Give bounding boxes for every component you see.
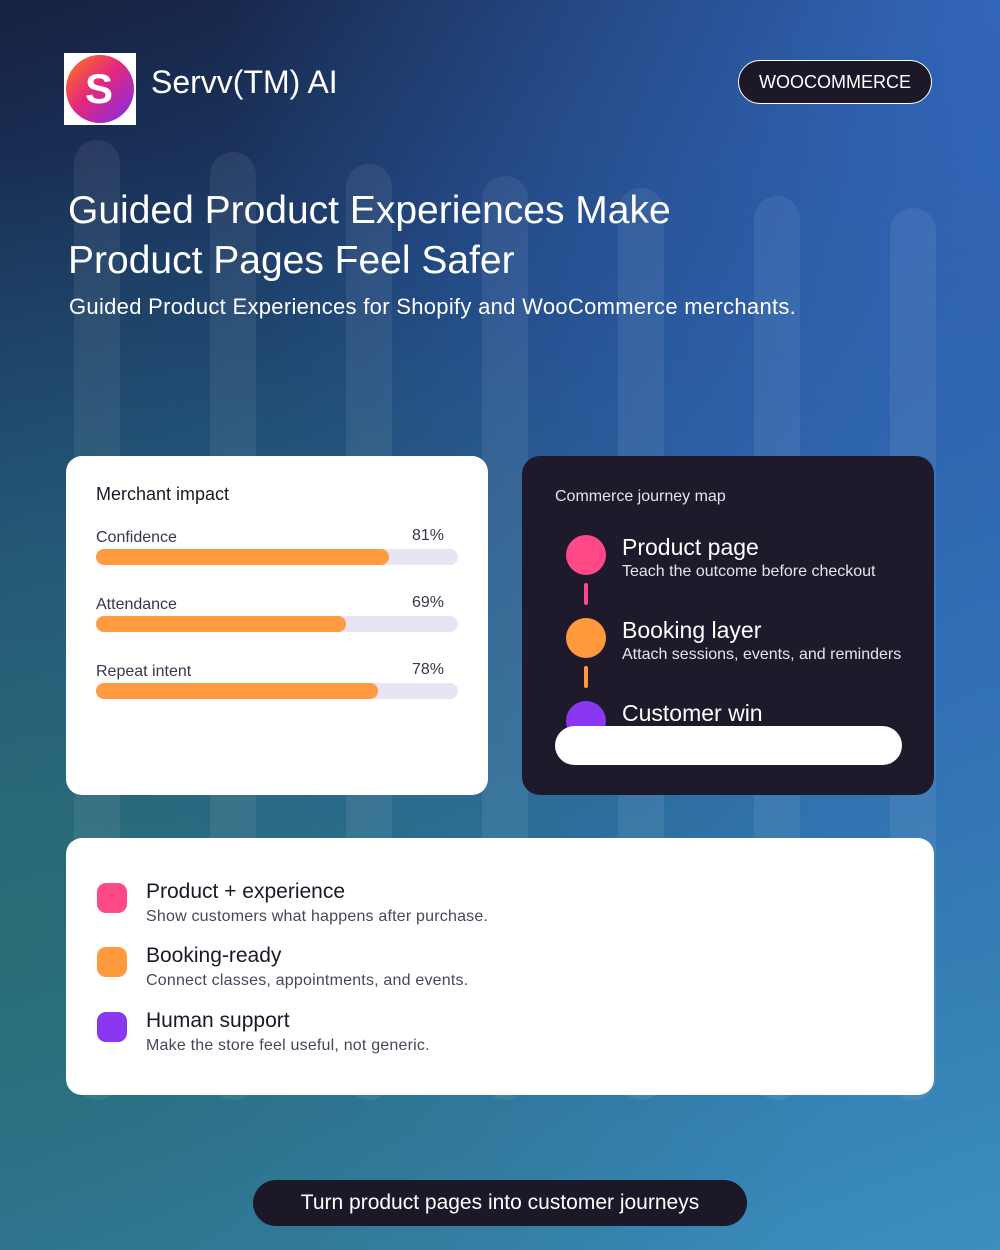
logo: S [64,53,136,125]
step-connector [584,666,588,688]
feature-icon [97,883,127,913]
svg-text:S: S [85,65,113,112]
metric-label: Confidence [96,529,177,546]
metric-value: 81% [411,527,444,544]
bar [96,549,390,565]
journey-card: Commerce journey map Product page Teach … [522,456,934,795]
step-dot [566,535,606,575]
step-connector [584,583,588,605]
headline-line: Guided Product Experiences Make [68,189,671,232]
subtitle: Guided Product Experiences for Shopify a… [69,294,797,319]
impact-card: Merchant impact Confidence 81% Attendance 6… [66,456,488,795]
step-title: Booking layer [622,617,762,643]
cta-button[interactable]: Turn product pages into customer journey… [253,1180,747,1226]
bar-track [96,616,458,632]
feature-title: Product + experience [146,880,346,903]
bar [96,683,379,699]
metric-value: 78% [411,661,444,678]
card-title: Commerce journey map [555,488,726,505]
card-title: Merchant impact [96,484,230,504]
bar [96,616,346,632]
brand: Servv(TM) AI [151,64,338,100]
feature-text: Show customers what happens after purcha… [146,908,489,925]
feature-icon [97,1012,127,1042]
feature-text: Connect classes, appointments, and event… [146,972,469,989]
metric-label: Attendance [96,596,177,613]
feature-title: Booking-ready [146,944,282,967]
headline-line: Product Pages Feel Safer [68,239,515,282]
features-card: Product + experience Show customers what… [66,838,934,1095]
step-dot [566,618,606,658]
bar-track [96,549,458,565]
feature-title: Human support [146,1009,290,1032]
step-text: Attach sessions, events, and reminders [622,646,902,663]
headline: Guided Product Experiences Make Product … [68,186,671,286]
feature-text: Make the store feel useful, not generic. [146,1037,430,1054]
step-title: Customer win [622,700,763,726]
feature-icon [97,947,127,977]
bar-track [96,683,458,699]
step-title: Product page [622,534,759,560]
metric-label: Repeat intent [96,663,192,680]
overlay-pill [555,726,902,765]
step-text: Teach the outcome before checkout [622,563,876,580]
metric-value: 69% [411,594,444,611]
badge[interactable]: WOOCOMMERCE [738,60,932,104]
